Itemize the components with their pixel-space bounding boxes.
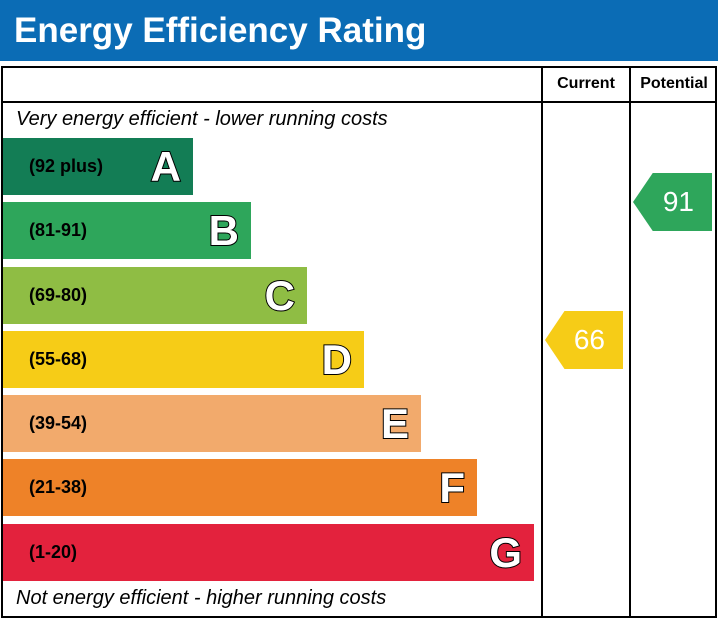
band-letter: F: [438, 463, 466, 512]
band-bar-a: (92 plus) A: [3, 138, 193, 195]
chart-frame: [1, 66, 717, 618]
current-header: Current: [557, 75, 615, 92]
header-divider: [1, 101, 717, 103]
chart-title: Energy Efficiency Rating: [0, 0, 718, 61]
band-letter: A: [150, 142, 182, 191]
band-bar-b: (81-91) B: [3, 202, 251, 259]
band-range: (1-20): [29, 542, 78, 562]
band-letter: B: [208, 206, 240, 255]
band-letter: G: [488, 528, 523, 577]
band-letter: D: [321, 335, 353, 384]
band-range: (69-80): [29, 285, 88, 305]
potential-header: Potential: [640, 75, 708, 92]
band-range: (39-54): [29, 413, 88, 433]
band-bar-e: (39-54) E: [3, 395, 421, 452]
band-bar-g: (1-20) G: [3, 524, 534, 581]
band-bar-d: (55-68) D: [3, 331, 364, 388]
band-range: (81-91): [29, 220, 88, 240]
band-letter: E: [380, 399, 410, 448]
band-letter: C: [264, 271, 296, 320]
band-bar-c: (69-80) C: [3, 267, 307, 324]
top-caption: Very energy efficient - lower running co…: [16, 108, 388, 130]
band-range: (92 plus): [29, 156, 104, 176]
bottom-caption: Not energy efficient - higher running co…: [16, 587, 387, 609]
band-bar-f: (21-38) F: [3, 459, 477, 516]
potential-rating-arrow: 91: [633, 173, 712, 231]
column-divider: [541, 66, 543, 618]
band-range: (21-38): [29, 477, 88, 497]
band-range: (55-68): [29, 349, 88, 369]
column-divider: [629, 66, 631, 618]
